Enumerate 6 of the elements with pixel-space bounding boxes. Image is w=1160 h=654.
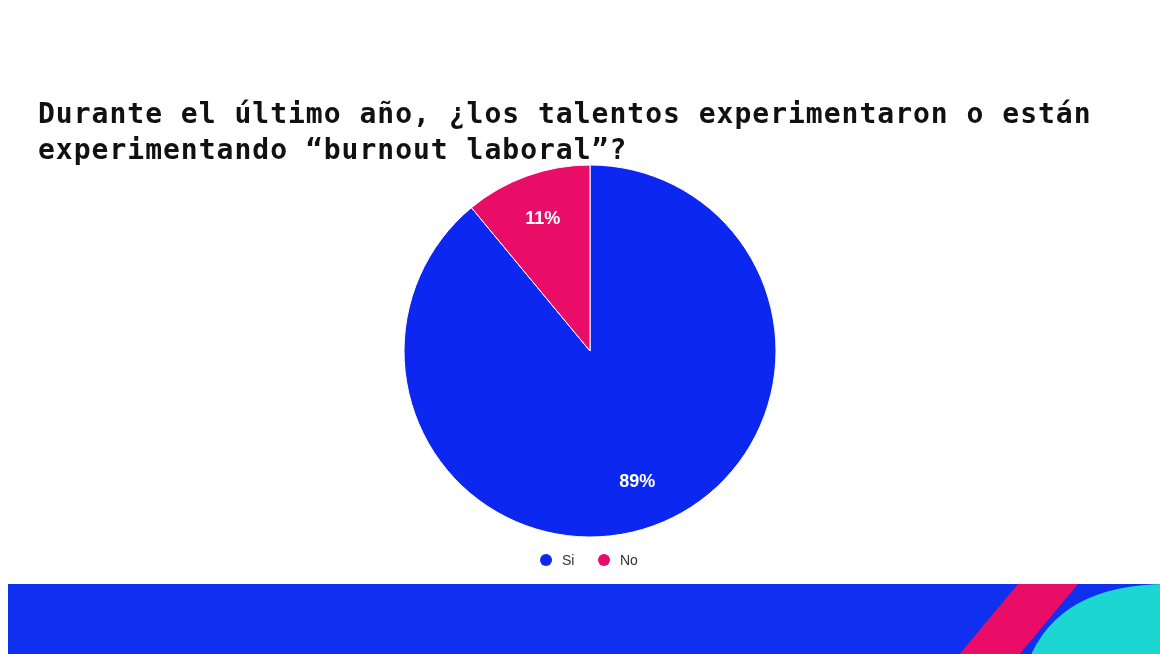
legend-label: Si (562, 552, 575, 568)
data-label: 11% (525, 208, 561, 229)
legend-label: No (620, 552, 639, 568)
data-label: 89% (619, 471, 656, 491)
pie-slice (403, 164, 777, 538)
chart-title: Durante el último año, ¿los talentos experimentaron o están experimentando “burnout laboral”? (38, 97, 1092, 166)
